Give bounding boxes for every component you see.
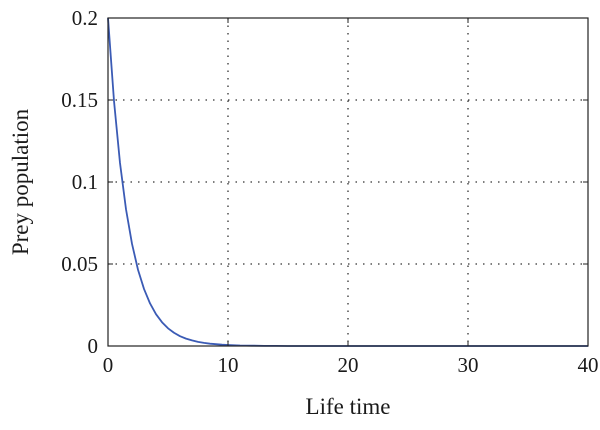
x-tick-label: 0	[103, 353, 114, 377]
y-tick-label: 0.1	[72, 170, 98, 194]
y-tick-label: 0.2	[72, 6, 98, 30]
y-tick-label: 0.15	[61, 88, 98, 112]
y-axis-label: Prey population	[8, 108, 33, 255]
x-tick-label: 10	[218, 353, 239, 377]
axis-ticks	[107, 17, 589, 347]
x-axis-label: Life time	[306, 394, 391, 419]
y-tick-label: 0.05	[61, 252, 98, 276]
x-tick-label: 40	[578, 353, 599, 377]
grid-lines	[108, 18, 588, 346]
x-tick-label: 20	[338, 353, 359, 377]
x-tick-label: 30	[458, 353, 479, 377]
y-tick-label: 0	[88, 334, 99, 358]
tick-labels: 0 10 20 30 40 0 0.05 0.1 0.15 0.2	[61, 6, 598, 377]
